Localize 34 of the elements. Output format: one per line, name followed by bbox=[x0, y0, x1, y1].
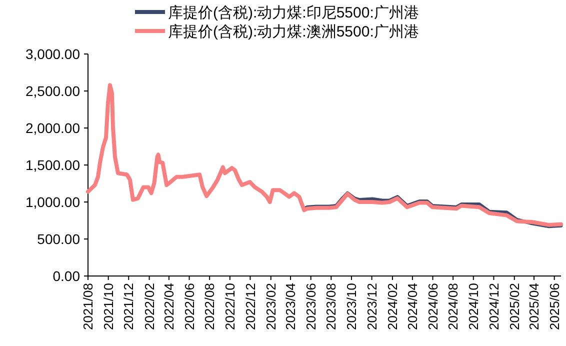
x-tick-label: 2022/10 bbox=[222, 283, 238, 330]
x-tick-label: 2022/04 bbox=[161, 283, 176, 330]
x-tick-label: 2022/08 bbox=[202, 283, 218, 330]
x-tick-label: 2021/08 bbox=[80, 283, 96, 330]
x-tick-label: 2023/04 bbox=[283, 283, 298, 330]
y-tick-label: 3,000.00 bbox=[26, 46, 80, 62]
x-tick-label: 2024/04 bbox=[404, 283, 420, 330]
x-tick-label: 2023/12 bbox=[364, 283, 380, 330]
legend-label: 库提价(含税):动力煤:印尼5500:广州港 bbox=[168, 4, 419, 22]
legend-label: 库提价(含税):动力煤:澳洲5500:广州港 bbox=[168, 23, 419, 40]
y-tick-label: 2,500.00 bbox=[26, 82, 80, 99]
x-tick-label: 2025/02 bbox=[506, 283, 522, 330]
x-tick-label: 2021/10 bbox=[100, 283, 116, 330]
x-tick-label: 2023/08 bbox=[324, 283, 339, 330]
x-tick-label: 2025/04 bbox=[526, 283, 542, 330]
x-tick-label: 2021/12 bbox=[121, 283, 136, 330]
x-tick-label: 2025/06 bbox=[546, 283, 562, 330]
x-tick-label: 2023/06 bbox=[303, 283, 318, 330]
x-tick-label: 2024/12 bbox=[486, 283, 502, 330]
x-tick-label: 2023/10 bbox=[344, 283, 360, 330]
y-tick-label: 500.00 bbox=[37, 230, 80, 247]
y-tick-label: 1,500.00 bbox=[26, 156, 80, 173]
line-series bbox=[86, 83, 563, 227]
x-tick-label: 2024/10 bbox=[466, 283, 481, 330]
x-tick-label: 2024/06 bbox=[425, 283, 440, 330]
y-tick-label: 0.00 bbox=[52, 268, 80, 284]
x-tick-label: 2024/08 bbox=[446, 283, 461, 330]
x-tick-label: 2022/02 bbox=[142, 283, 157, 330]
y-tick-label: 1,000.00 bbox=[26, 194, 80, 210]
x-tick-label: 2022/06 bbox=[182, 283, 197, 330]
x-tick-label: 2022/12 bbox=[242, 283, 258, 330]
x-tick-label: 2023/02 bbox=[263, 283, 278, 330]
y-tick-label: 2,000.00 bbox=[26, 120, 80, 136]
x-tick-label: 2024/02 bbox=[385, 283, 400, 330]
